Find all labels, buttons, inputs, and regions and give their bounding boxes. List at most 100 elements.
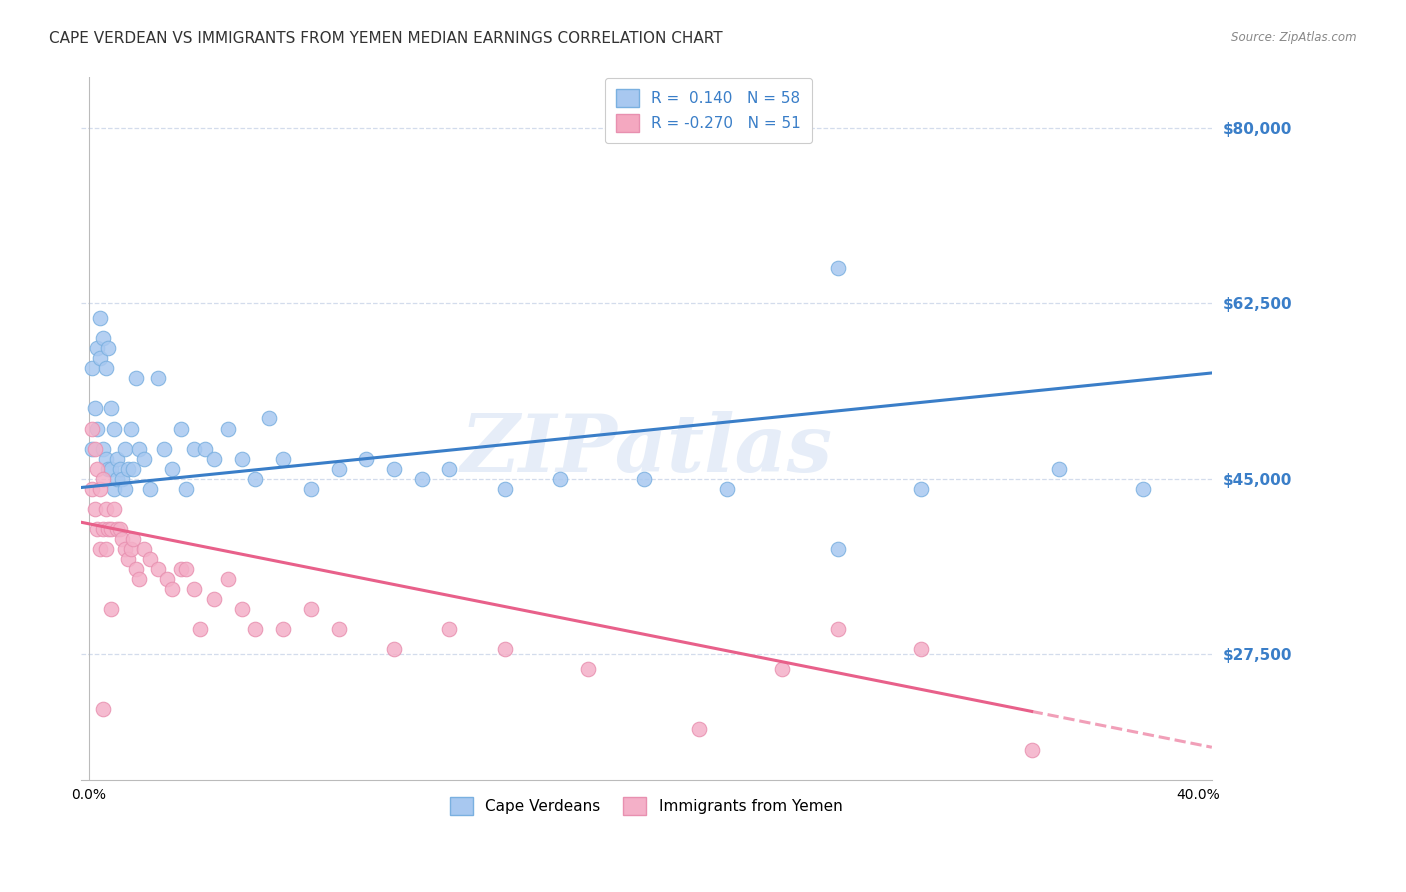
Point xyxy=(245,472,267,486)
Point xyxy=(202,451,225,466)
Point xyxy=(299,602,322,616)
Point xyxy=(1132,482,1154,496)
Point xyxy=(91,442,114,456)
Point xyxy=(108,461,131,475)
Point xyxy=(174,482,197,496)
Text: Source: ZipAtlas.com: Source: ZipAtlas.com xyxy=(1232,31,1357,45)
Point xyxy=(86,341,108,355)
Point xyxy=(231,602,253,616)
Point xyxy=(688,723,710,737)
Point xyxy=(174,562,197,576)
Point xyxy=(125,371,148,385)
Point xyxy=(494,482,516,496)
Point xyxy=(97,522,120,536)
Point xyxy=(439,461,461,475)
Point xyxy=(194,442,217,456)
Point xyxy=(120,421,142,435)
Point xyxy=(139,552,162,566)
Point xyxy=(89,311,111,326)
Point xyxy=(188,622,211,636)
Point xyxy=(89,541,111,556)
Point xyxy=(231,451,253,466)
Point xyxy=(94,501,117,516)
Point xyxy=(169,421,191,435)
Point xyxy=(439,622,461,636)
Point xyxy=(105,522,128,536)
Point xyxy=(103,501,125,516)
Point xyxy=(91,472,114,486)
Point xyxy=(160,461,183,475)
Point xyxy=(125,562,148,576)
Point xyxy=(160,582,183,596)
Point xyxy=(153,442,176,456)
Point xyxy=(576,662,599,676)
Point xyxy=(257,411,280,425)
Point xyxy=(89,482,111,496)
Point xyxy=(122,461,145,475)
Point xyxy=(117,552,139,566)
Point xyxy=(91,702,114,716)
Point xyxy=(105,451,128,466)
Point xyxy=(94,361,117,376)
Point xyxy=(382,461,405,475)
Text: CAPE VERDEAN VS IMMIGRANTS FROM YEMEN MEDIAN EARNINGS CORRELATION CHART: CAPE VERDEAN VS IMMIGRANTS FROM YEMEN ME… xyxy=(49,31,723,46)
Point xyxy=(827,260,849,275)
Point xyxy=(633,472,655,486)
Point xyxy=(271,451,294,466)
Point xyxy=(356,451,378,466)
Point xyxy=(148,371,170,385)
Point xyxy=(91,522,114,536)
Point xyxy=(217,572,239,586)
Point xyxy=(550,472,572,486)
Point xyxy=(128,442,150,456)
Point xyxy=(245,622,267,636)
Point xyxy=(114,482,136,496)
Point xyxy=(271,622,294,636)
Point xyxy=(770,662,793,676)
Point xyxy=(100,522,122,536)
Point xyxy=(494,642,516,657)
Point xyxy=(86,461,108,475)
Point xyxy=(97,461,120,475)
Point xyxy=(382,642,405,657)
Point xyxy=(120,541,142,556)
Point xyxy=(80,482,103,496)
Point xyxy=(80,421,103,435)
Point xyxy=(169,562,191,576)
Point xyxy=(94,541,117,556)
Point xyxy=(1021,742,1043,756)
Point xyxy=(80,442,103,456)
Point xyxy=(411,472,433,486)
Point xyxy=(111,472,134,486)
Point xyxy=(183,582,205,596)
Point xyxy=(83,501,105,516)
Point xyxy=(111,532,134,546)
Point xyxy=(103,482,125,496)
Point xyxy=(83,401,105,416)
Point xyxy=(202,592,225,607)
Point xyxy=(139,482,162,496)
Legend: Cape Verdeans, Immigrants from Yemen: Cape Verdeans, Immigrants from Yemen xyxy=(441,788,852,824)
Point xyxy=(156,572,179,586)
Point xyxy=(148,562,170,576)
Point xyxy=(114,442,136,456)
Point xyxy=(910,482,932,496)
Point xyxy=(910,642,932,657)
Point xyxy=(83,442,105,456)
Point xyxy=(103,421,125,435)
Text: ZIPatlas: ZIPatlas xyxy=(460,411,832,488)
Point xyxy=(100,461,122,475)
Point xyxy=(94,451,117,466)
Point xyxy=(89,351,111,366)
Point xyxy=(86,522,108,536)
Point xyxy=(91,331,114,345)
Point xyxy=(117,461,139,475)
Point xyxy=(105,472,128,486)
Point xyxy=(108,522,131,536)
Point xyxy=(134,451,156,466)
Point xyxy=(97,341,120,355)
Point xyxy=(183,442,205,456)
Point xyxy=(827,541,849,556)
Point xyxy=(328,622,350,636)
Point xyxy=(100,401,122,416)
